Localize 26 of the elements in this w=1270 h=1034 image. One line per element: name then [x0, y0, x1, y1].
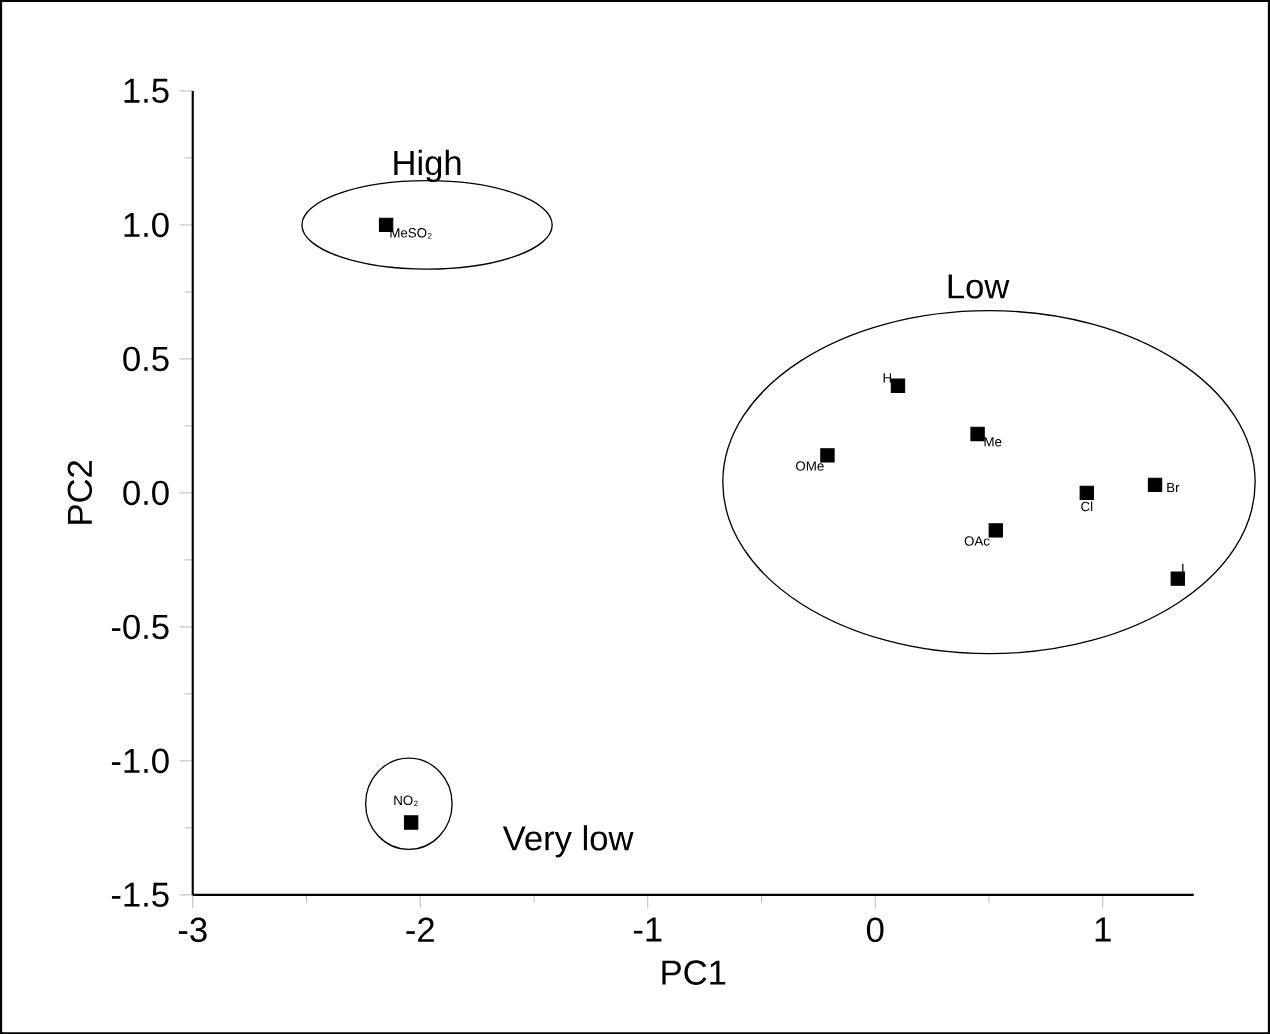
annotation: High [394, 149, 461, 182]
x-tick-label: 0 [866, 917, 884, 942]
x-tick-label: 1 [1095, 917, 1111, 942]
y-tick-label: 1.0 [124, 212, 169, 237]
point [1079, 485, 1094, 500]
point [970, 426, 985, 441]
annotation: Very low [502, 824, 634, 858]
x-tick-label: -1 [633, 917, 662, 942]
y-axis-title: PC2 [67, 460, 93, 524]
y-tick-label: 1.5 [124, 78, 169, 103]
y-tick-label: 0.5 [123, 346, 169, 371]
point [378, 217, 394, 232]
point [890, 378, 906, 393]
y-tick-label: -1.0 [111, 748, 169, 773]
y-tick-label: 0.0 [123, 480, 169, 505]
x-tick-label: -3 [178, 917, 207, 942]
point [820, 448, 835, 463]
annotation: Low [948, 274, 1010, 299]
y-tick-label: -0.5 [111, 614, 169, 639]
point [1170, 571, 1185, 586]
y-tick-label: -1.5 [111, 882, 169, 907]
point [988, 523, 1003, 538]
point [1147, 477, 1163, 492]
x-tick-label: -2 [406, 917, 434, 942]
x-axis-title: PC1 [662, 960, 726, 985]
point [403, 815, 419, 830]
